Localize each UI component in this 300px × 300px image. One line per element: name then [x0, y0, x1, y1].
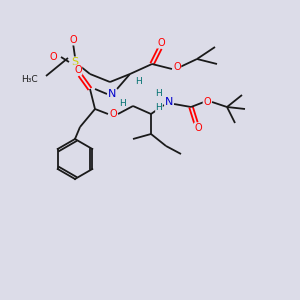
- Text: O: O: [49, 52, 57, 62]
- Text: N: N: [108, 89, 116, 99]
- Text: H: H: [156, 89, 162, 98]
- Text: O: O: [74, 65, 82, 75]
- Text: H₃C: H₃C: [21, 76, 38, 85]
- Text: N: N: [165, 97, 173, 107]
- Text: O: O: [203, 97, 211, 107]
- Text: O: O: [194, 123, 202, 133]
- Text: O: O: [69, 35, 77, 45]
- Text: O: O: [157, 38, 165, 48]
- Text: H: H: [118, 100, 125, 109]
- Text: O: O: [109, 109, 117, 119]
- Text: H: H: [135, 77, 141, 86]
- Text: H: H: [156, 103, 162, 112]
- Text: S: S: [71, 57, 79, 67]
- Text: O: O: [173, 62, 181, 72]
